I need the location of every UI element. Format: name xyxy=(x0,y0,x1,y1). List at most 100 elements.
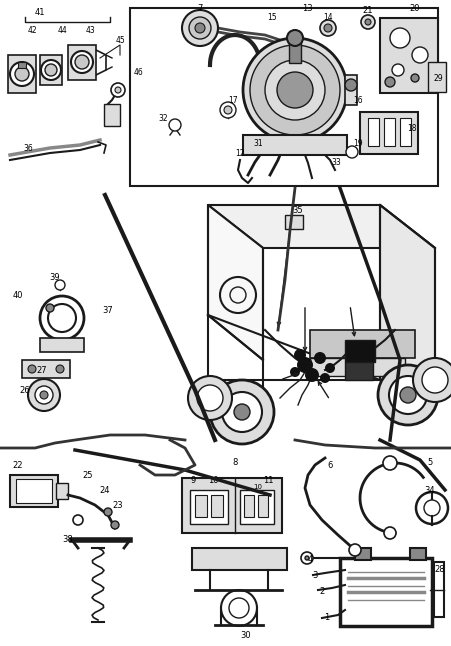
Text: 45: 45 xyxy=(115,36,125,45)
Text: 14: 14 xyxy=(323,12,333,21)
Bar xyxy=(56,483,68,499)
Text: 18: 18 xyxy=(407,123,417,132)
Text: 33: 33 xyxy=(331,158,341,167)
Polygon shape xyxy=(380,205,435,380)
Text: 20: 20 xyxy=(410,3,420,12)
Circle shape xyxy=(412,47,428,63)
Circle shape xyxy=(324,24,332,32)
Bar xyxy=(190,490,228,524)
Text: 44: 44 xyxy=(57,25,67,34)
Bar xyxy=(345,340,375,362)
Bar xyxy=(380,18,438,93)
Circle shape xyxy=(400,387,416,403)
Circle shape xyxy=(104,508,112,516)
Text: 7: 7 xyxy=(198,3,202,12)
Circle shape xyxy=(111,521,119,529)
Circle shape xyxy=(314,352,326,364)
Bar xyxy=(40,338,84,352)
Text: 1: 1 xyxy=(324,614,330,623)
Bar xyxy=(355,548,371,560)
Circle shape xyxy=(378,365,438,425)
Circle shape xyxy=(41,60,61,80)
Bar xyxy=(368,118,379,146)
Circle shape xyxy=(422,367,448,393)
Bar xyxy=(22,360,70,378)
Circle shape xyxy=(210,380,274,444)
Circle shape xyxy=(320,20,336,36)
Bar xyxy=(182,478,282,533)
Bar xyxy=(428,62,446,92)
Circle shape xyxy=(265,60,325,120)
Text: 23: 23 xyxy=(113,501,123,510)
Circle shape xyxy=(28,379,60,411)
Text: 34: 34 xyxy=(425,486,435,494)
Bar xyxy=(345,75,357,105)
Circle shape xyxy=(56,365,64,373)
Text: 8: 8 xyxy=(232,457,238,466)
Text: 24: 24 xyxy=(100,486,110,494)
Circle shape xyxy=(392,64,404,76)
Bar xyxy=(410,548,426,560)
Circle shape xyxy=(305,556,309,560)
Circle shape xyxy=(197,385,223,411)
Circle shape xyxy=(320,373,330,383)
Text: 36: 36 xyxy=(23,143,33,152)
Circle shape xyxy=(277,72,313,108)
Bar xyxy=(16,479,52,503)
Circle shape xyxy=(250,45,340,135)
Circle shape xyxy=(294,349,306,361)
Circle shape xyxy=(301,552,313,564)
Text: 38: 38 xyxy=(63,536,74,545)
Bar xyxy=(244,495,254,517)
Text: 27: 27 xyxy=(37,366,47,375)
Bar xyxy=(18,62,26,68)
Circle shape xyxy=(71,51,93,73)
Text: 22: 22 xyxy=(13,461,23,470)
Circle shape xyxy=(55,280,65,290)
Circle shape xyxy=(383,456,397,470)
Text: 39: 39 xyxy=(50,273,60,282)
Text: 10: 10 xyxy=(208,475,218,484)
Bar xyxy=(240,490,274,524)
Text: 28: 28 xyxy=(435,565,445,574)
Bar xyxy=(243,135,347,155)
Circle shape xyxy=(297,357,313,373)
Circle shape xyxy=(46,304,54,312)
Circle shape xyxy=(28,365,36,373)
Circle shape xyxy=(345,79,357,91)
Circle shape xyxy=(111,83,125,97)
Circle shape xyxy=(243,38,347,142)
Circle shape xyxy=(73,515,83,525)
Circle shape xyxy=(182,10,218,46)
Text: 13: 13 xyxy=(302,3,312,12)
Bar xyxy=(340,558,432,626)
Bar xyxy=(211,495,223,517)
Circle shape xyxy=(15,67,29,81)
Circle shape xyxy=(115,87,121,93)
Text: 21: 21 xyxy=(363,6,373,14)
Circle shape xyxy=(305,368,319,382)
Text: 10: 10 xyxy=(253,484,262,490)
Circle shape xyxy=(169,119,181,131)
Bar xyxy=(68,45,96,80)
Bar xyxy=(310,358,405,376)
Circle shape xyxy=(287,30,303,46)
Text: 25: 25 xyxy=(83,470,93,479)
Text: 6: 6 xyxy=(327,461,333,470)
Text: 9: 9 xyxy=(190,475,196,484)
Bar xyxy=(345,362,373,380)
Bar xyxy=(10,475,58,507)
Circle shape xyxy=(413,358,451,402)
Text: 15: 15 xyxy=(267,12,277,21)
Circle shape xyxy=(195,23,205,33)
Bar xyxy=(258,495,268,517)
Circle shape xyxy=(10,62,34,86)
Polygon shape xyxy=(208,205,263,360)
Bar xyxy=(360,112,418,154)
Circle shape xyxy=(325,363,335,373)
Text: 5: 5 xyxy=(428,457,433,466)
Text: 43: 43 xyxy=(85,25,95,34)
Text: 46: 46 xyxy=(133,67,143,76)
Circle shape xyxy=(45,64,57,76)
Text: 2: 2 xyxy=(319,587,325,596)
